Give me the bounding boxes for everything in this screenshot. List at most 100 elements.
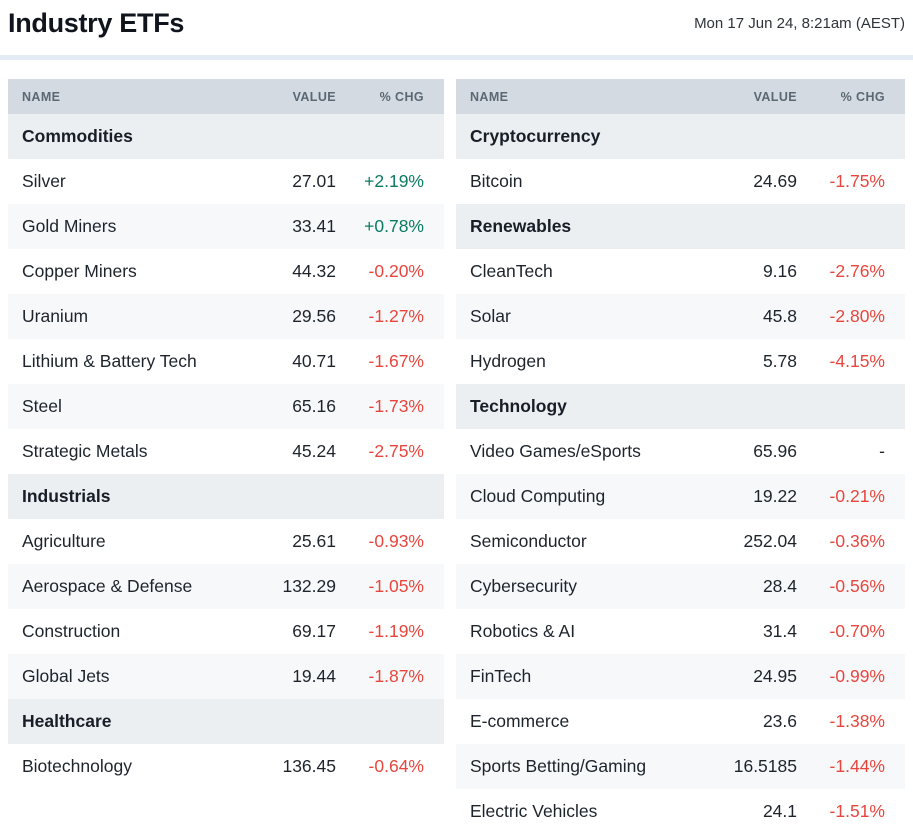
etf-name: CleanTech (470, 261, 553, 281)
etf-value: 5.78 (762, 351, 797, 371)
table-row: FinTech 24.95 -0.99% (456, 654, 905, 699)
etf-change: -1.19% (368, 621, 424, 641)
section-header: Industrials (8, 474, 444, 519)
etf-change: -0.56% (829, 576, 885, 596)
table-header-row: NAME VALUE % CHG (456, 79, 905, 114)
table-row: Silver 27.01 +2.19% (8, 159, 444, 204)
table-row: CleanTech 9.16 -2.76% (456, 249, 905, 294)
etf-name: Electric Vehicles (470, 801, 598, 821)
etf-change: -0.20% (368, 261, 424, 281)
etf-name: Lithium & Battery Tech (22, 351, 197, 371)
widget-header: Industry ETFs Mon 17 Jun 24, 8:21am (AES… (0, 0, 913, 48)
etf-name: Global Jets (22, 666, 110, 686)
table-row: Global Jets 19.44 -1.87% (8, 654, 444, 699)
etf-value: 40.71 (292, 351, 336, 371)
etf-value: 69.17 (292, 621, 336, 641)
etf-name: Robotics & AI (470, 621, 576, 641)
table-row: Sports Betting/Gaming 16.5185 -1.44% (456, 744, 905, 789)
table-row: Electric Vehicles 24.1 -1.51% (456, 789, 905, 834)
etf-name: Bitcoin (470, 171, 523, 191)
table-row: Video Games/eSports 65.96 - (456, 429, 905, 474)
table-body: Commodities Silver 27.01 +2.19% Gold Miners 3… (8, 114, 444, 789)
table-body: Cryptocurrency Bitcoin 24.69 -1.75% Renewabl… (456, 114, 905, 834)
table-row: Strategic Metals 45.24 -2.75% (8, 429, 444, 474)
etf-change: -2.75% (368, 441, 424, 461)
etf-change: -1.73% (368, 396, 424, 416)
page-title: Industry ETFs (8, 8, 185, 38)
section-header: Healthcare (8, 699, 444, 744)
etf-value: 132.29 (282, 576, 336, 596)
etf-change: +2.19% (364, 171, 424, 191)
etf-value: 45.8 (762, 306, 797, 326)
table-header-row: NAME VALUE % CHG (8, 79, 444, 114)
etf-value: 31.4 (762, 621, 797, 641)
section-title: Cryptocurrency (470, 126, 601, 146)
etf-value: 65.16 (292, 396, 336, 416)
table-row: Aerospace & Defense 132.29 -1.05% (8, 564, 444, 609)
table-row: Uranium 29.56 -1.27% (8, 294, 444, 339)
column-header-name: NAME (22, 89, 61, 104)
section-title: Technology (470, 396, 567, 416)
etf-change: -1.67% (368, 351, 424, 371)
section-title: Healthcare (22, 711, 112, 731)
etf-value: 9.16 (762, 261, 797, 281)
etf-change: -0.93% (368, 531, 424, 551)
section-title: Commodities (22, 126, 133, 146)
etf-value: 24.95 (753, 666, 797, 686)
etf-change: -0.99% (829, 666, 885, 686)
table-row: Bitcoin 24.69 -1.75% (456, 159, 905, 204)
etf-value: 33.41 (292, 216, 336, 236)
etf-value: 27.01 (292, 171, 336, 191)
etf-change: -1.27% (368, 306, 424, 326)
etf-change: -2.76% (829, 261, 885, 281)
etf-name: Construction (22, 621, 121, 641)
etf-name: Hydrogen (470, 351, 546, 371)
etf-change: -4.15% (829, 351, 885, 371)
tables-grid: NAME VALUE % CHG Commodities Silver 27.01 +… (8, 79, 905, 834)
etf-change: -1.44% (829, 756, 885, 776)
etf-value: 28.4 (762, 576, 797, 596)
etf-value: 136.45 (282, 756, 336, 776)
column-header-name: NAME (470, 89, 509, 104)
etf-value: 252.04 (743, 531, 797, 551)
etf-change: +0.78% (364, 216, 424, 236)
etf-name: Uranium (22, 306, 89, 326)
etf-table-left: NAME VALUE % CHG Commodities Silver 27.01 +… (8, 79, 444, 789)
section-header: Renewables (456, 204, 905, 249)
etf-name: FinTech (470, 666, 532, 686)
etf-name: Cybersecurity (470, 576, 577, 596)
etf-value: 19.22 (753, 486, 797, 506)
etf-name: Gold Miners (22, 216, 117, 236)
etf-change: -0.21% (829, 486, 885, 506)
etf-change: -1.05% (368, 576, 424, 596)
etf-name: Strategic Metals (22, 441, 148, 461)
etf-change: -1.87% (368, 666, 424, 686)
etf-change: -0.36% (829, 531, 885, 551)
etf-value: 45.24 (292, 441, 336, 461)
column-header-value: VALUE (292, 89, 336, 104)
table-row: Copper Miners 44.32 -0.20% (8, 249, 444, 294)
table-row: E-commerce 23.6 -1.38% (456, 699, 905, 744)
etf-change: -0.70% (829, 621, 885, 641)
column-header-chg: % CHG (840, 89, 885, 104)
table-row: Cybersecurity 28.4 -0.56% (456, 564, 905, 609)
etf-change: -1.38% (829, 711, 885, 731)
table-row: Steel 65.16 -1.73% (8, 384, 444, 429)
etf-name: Steel (22, 396, 62, 416)
etf-name: Agriculture (22, 531, 106, 551)
etf-name: Biotechnology (22, 756, 132, 776)
section-header: Commodities (8, 114, 444, 159)
etf-change: -2.80% (829, 306, 885, 326)
section-header: Technology (456, 384, 905, 429)
table-row: Lithium & Battery Tech 40.71 -1.67% (8, 339, 444, 384)
table-row: Biotechnology 136.45 -0.64% (8, 744, 444, 789)
column-header-value: VALUE (753, 89, 797, 104)
etf-name: Semiconductor (470, 531, 587, 551)
etf-change: -0.64% (368, 756, 424, 776)
etf-name: Copper Miners (22, 261, 137, 281)
etf-value: 24.69 (753, 171, 797, 191)
etf-name: Solar (470, 306, 511, 326)
section-title: Industrials (22, 486, 111, 506)
table-row: Robotics & AI 31.4 -0.70% (456, 609, 905, 654)
